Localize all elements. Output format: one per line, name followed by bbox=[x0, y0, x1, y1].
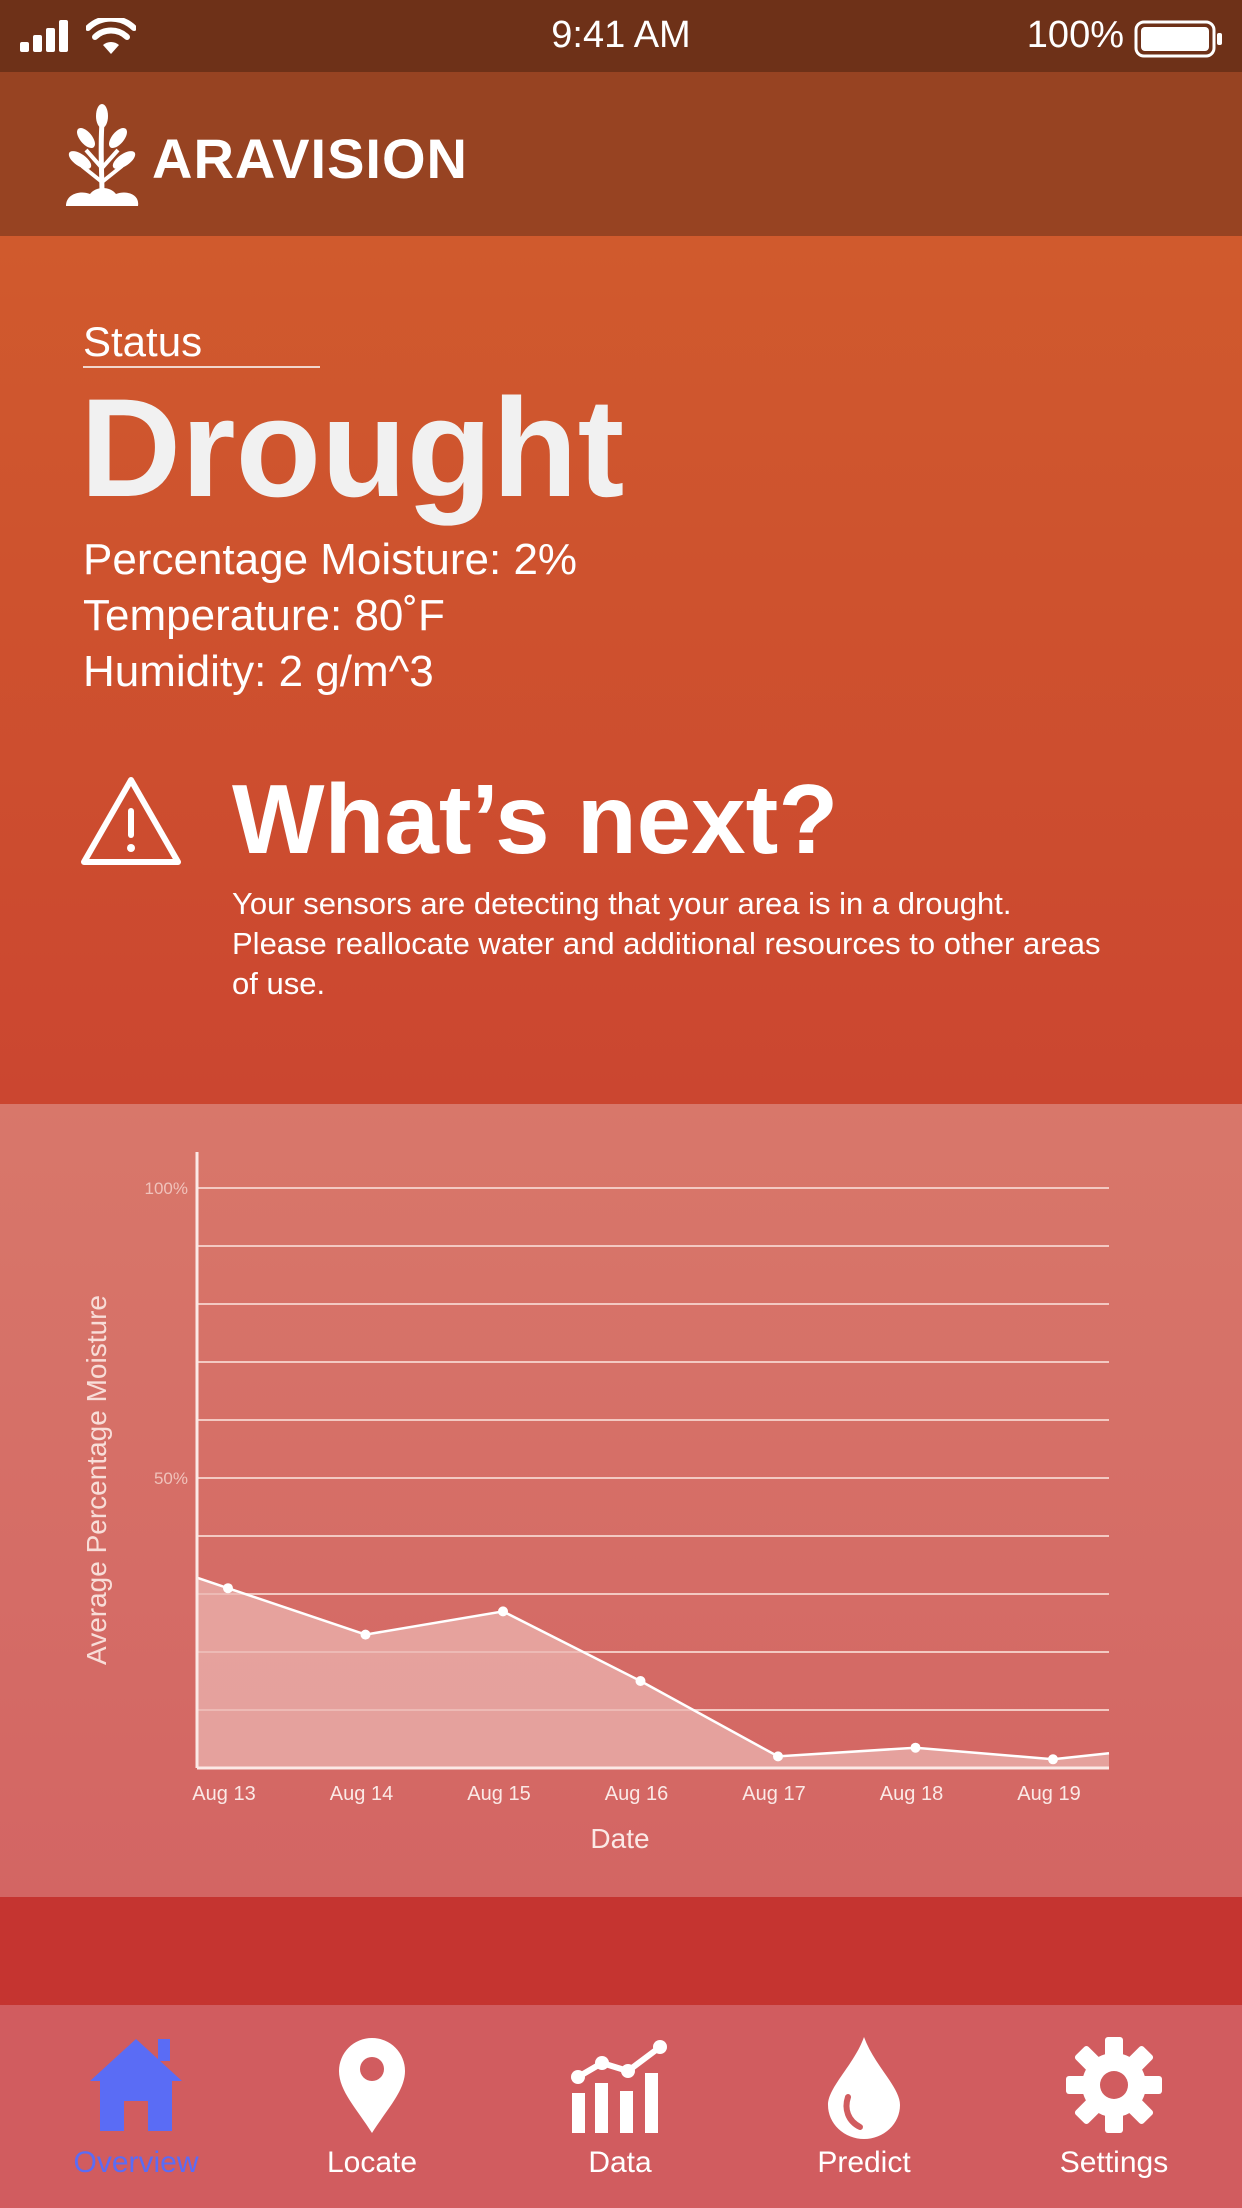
whats-next-body: Your sensors are detecting that your are… bbox=[232, 886, 1101, 1001]
x-axis-label: Date bbox=[590, 1823, 649, 1854]
warning-icon bbox=[81, 777, 181, 865]
plant-logo-icon bbox=[66, 104, 139, 206]
y-tick-label: 50% bbox=[154, 1469, 188, 1488]
tab-settings-label: Settings bbox=[1059, 2146, 1169, 2179]
data-point bbox=[635, 1676, 646, 1686]
signal-icon bbox=[20, 20, 68, 52]
home-icon bbox=[90, 2039, 182, 2131]
data-point bbox=[498, 1606, 508, 1617]
y-tick-label: 100% bbox=[145, 1179, 188, 1198]
divider-strip bbox=[0, 1897, 1242, 2005]
status-section: Status Drought Percentage Moisture: 2% T… bbox=[0, 236, 1242, 1104]
moisture-chart-section: 100% 50% Aug 13 Aug 14 Aug 15 Aug 16 Aug 17 Au… bbox=[0, 1104, 1242, 1897]
tab-locate[interactable]: Locate bbox=[272, 2005, 472, 2208]
x-tick-label: Aug 19 bbox=[1017, 1783, 1080, 1805]
moisture-area bbox=[197, 1577, 1109, 1768]
moisture-chart: 100% 50% Aug 13 Aug 14 Aug 15 Aug 16 Aug 17 Au… bbox=[81, 1152, 1110, 1854]
tab-settings[interactable]: Settings bbox=[1014, 2005, 1214, 2208]
x-tick-label: Aug 17 bbox=[742, 1783, 805, 1805]
x-tick-label: Aug 13 bbox=[192, 1783, 255, 1805]
tab-bar: Overview Locate Data Predict bbox=[0, 2005, 1242, 2208]
x-tick-label: Aug 16 bbox=[605, 1783, 668, 1805]
chart-icon bbox=[571, 2040, 667, 2133]
battery-icon bbox=[1134, 20, 1222, 58]
status-divider bbox=[83, 366, 320, 368]
y-axis-label: Average Percentage Moisture bbox=[81, 1295, 112, 1665]
tab-overview[interactable]: Overview bbox=[36, 2005, 236, 2208]
tab-locate-label: Locate bbox=[326, 2146, 418, 2179]
tab-data-label: Data bbox=[588, 2146, 652, 2179]
tab-predict[interactable]: Predict bbox=[764, 2005, 964, 2208]
app-header bbox=[0, 72, 1242, 236]
data-point bbox=[223, 1583, 233, 1594]
battery-percent: 100% bbox=[1026, 14, 1124, 56]
tab-data[interactable]: Data bbox=[520, 2005, 720, 2208]
data-point bbox=[1048, 1754, 1058, 1765]
status-time: 9:41 AM bbox=[551, 14, 691, 56]
x-tick-label: Aug 14 bbox=[330, 1783, 393, 1805]
tab-overview-label: Overview bbox=[73, 2146, 199, 2179]
status-value: Drought bbox=[80, 369, 625, 526]
data-point bbox=[773, 1751, 783, 1762]
temperature-metric: Temperature: 80˚F bbox=[83, 591, 445, 640]
status-bar: 9:41 AM 100% bbox=[0, 0, 1242, 72]
gear-icon bbox=[1066, 2037, 1162, 2133]
app-logo-text: ARAVISION bbox=[152, 127, 468, 190]
status-label: Status bbox=[83, 318, 203, 365]
location-pin-icon bbox=[339, 2038, 405, 2133]
whats-next-title: What’s next? bbox=[232, 764, 839, 874]
humidity-metric: Humidity: 2 g/m^3 bbox=[83, 647, 434, 696]
data-point bbox=[360, 1629, 371, 1640]
x-tick-label: Aug 18 bbox=[880, 1783, 943, 1805]
wifi-icon bbox=[86, 18, 136, 54]
water-drop-icon bbox=[828, 2037, 900, 2139]
metrics-list: Percentage Moisture: 2% Temperature: 80˚… bbox=[83, 532, 577, 700]
tab-predict-label: Predict bbox=[817, 2146, 911, 2179]
moisture-metric: Percentage Moisture: 2% bbox=[83, 535, 578, 584]
data-point bbox=[910, 1742, 921, 1753]
x-tick-label: Aug 15 bbox=[467, 1783, 530, 1805]
